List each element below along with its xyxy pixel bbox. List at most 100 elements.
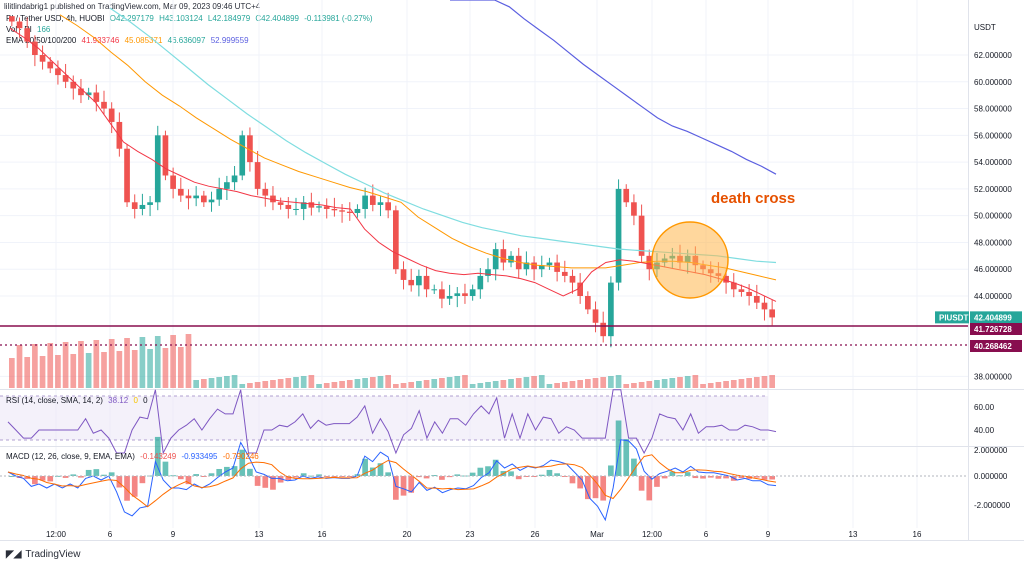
macd-histogram-bar bbox=[523, 476, 530, 477]
macd-histogram-bar bbox=[508, 471, 514, 476]
death-cross-label: death cross bbox=[711, 190, 795, 207]
macd-histogram-bar bbox=[47, 476, 54, 482]
candle-body bbox=[70, 81, 77, 89]
volume-bar bbox=[170, 335, 176, 388]
rsi-smooth-value: 0 bbox=[133, 396, 138, 405]
price-tick-label: 58.000000 bbox=[974, 105, 1012, 114]
volume-bar bbox=[9, 358, 15, 388]
time-tick-label: 23 bbox=[466, 530, 475, 539]
macd-histogram-bar bbox=[193, 474, 199, 476]
candle-body bbox=[224, 182, 230, 189]
price-tick-label: 60.000000 bbox=[974, 78, 1012, 87]
macd-histogram-bar bbox=[546, 469, 553, 476]
volume-bar bbox=[416, 381, 422, 388]
macd-histogram-bar bbox=[185, 476, 192, 485]
macd-tick-label: 0.000000 bbox=[974, 472, 1008, 481]
time-tick-label: 6 bbox=[704, 530, 709, 539]
volume-bar bbox=[654, 380, 660, 388]
rsi-label: RSI (14, close, SMA, 14, 2) bbox=[6, 396, 103, 405]
volume-label: Vol · PI bbox=[6, 25, 32, 34]
time-tick-label: 9 bbox=[171, 530, 176, 539]
macd-histogram-bar bbox=[577, 476, 583, 489]
macd-histogram-bar bbox=[646, 476, 653, 501]
time-tick-label: 6 bbox=[108, 530, 113, 539]
volume-bar bbox=[254, 382, 261, 388]
volume-bar bbox=[723, 381, 729, 388]
volume-bar bbox=[500, 380, 507, 388]
volume-bar bbox=[16, 345, 23, 388]
macd-histogram-bar bbox=[769, 476, 775, 480]
volume-bar bbox=[139, 337, 146, 388]
macd-histogram-bar bbox=[585, 476, 591, 500]
macd-histogram-bar bbox=[715, 476, 722, 479]
ema-legend[interactable]: EMA 20/50/100/200 41.933746 45.085371 46… bbox=[6, 36, 252, 45]
macd-histogram-bar bbox=[554, 473, 560, 476]
price-tick-label: 44.000000 bbox=[974, 292, 1012, 301]
time-tick-label: 16 bbox=[318, 530, 327, 539]
symbol-legend[interactable]: PI / Tether USD, 4h, HUOBI O42.297179 H4… bbox=[6, 14, 376, 23]
macd-histogram-bar bbox=[147, 475, 153, 477]
candle-body bbox=[85, 92, 92, 96]
macd-histogram-bar bbox=[270, 476, 276, 490]
volume-bar bbox=[692, 375, 699, 388]
symbol-name[interactable]: PI / Tether USD, 4h, HUOBI bbox=[6, 14, 105, 23]
death-cross-circle[interactable] bbox=[651, 221, 729, 299]
candle-body bbox=[208, 199, 215, 203]
macd-histogram-bar bbox=[62, 476, 69, 478]
candle-body bbox=[385, 202, 391, 211]
candle-body bbox=[270, 195, 276, 203]
volume-bar bbox=[116, 351, 123, 388]
last-price-label-bg[interactable] bbox=[970, 311, 1022, 324]
tradingview-footer[interactable]: ◤◢ TradingView bbox=[6, 549, 80, 560]
candle-body bbox=[9, 16, 15, 22]
candle-body bbox=[485, 269, 491, 276]
volume-bar bbox=[454, 376, 461, 388]
volume-bar bbox=[600, 377, 607, 388]
macd-histogram-bar bbox=[615, 420, 622, 476]
symbol-price-tag-bg[interactable] bbox=[935, 311, 969, 324]
level1-label-bg[interactable] bbox=[970, 323, 1022, 335]
volume-bar bbox=[124, 338, 130, 388]
candle-body bbox=[131, 202, 138, 209]
candle-body bbox=[162, 135, 169, 176]
macd-histogram-bar bbox=[408, 476, 415, 493]
ema50-value: 45.085371 bbox=[124, 36, 163, 45]
volume-bar bbox=[285, 378, 292, 388]
level2-label-bg[interactable] bbox=[970, 340, 1022, 352]
macd-histogram-bar bbox=[753, 476, 760, 478]
candle-body bbox=[446, 296, 453, 299]
rsi-legend[interactable]: RSI (14, close, SMA, 14, 2) 38.12 0 0 bbox=[6, 396, 151, 405]
candle-body bbox=[139, 204, 146, 209]
rsi-tick-label: 40.00 bbox=[974, 426, 995, 435]
candle-body bbox=[16, 21, 23, 29]
macd-histogram-bar bbox=[569, 476, 576, 484]
volume-bar bbox=[531, 376, 537, 388]
time-tick-label: 12:00 bbox=[642, 530, 663, 539]
candle-body bbox=[646, 255, 653, 270]
volume-legend[interactable]: Vol · PI 166 bbox=[6, 25, 53, 34]
candle-body bbox=[308, 202, 315, 208]
candle-body bbox=[362, 195, 368, 209]
macd-histogram-bar bbox=[124, 476, 130, 501]
volume-bar bbox=[753, 377, 760, 388]
macd-histogram-bar bbox=[362, 458, 368, 476]
macd-histogram-bar bbox=[531, 476, 537, 477]
macd-histogram-bar bbox=[439, 476, 445, 480]
volume-bar bbox=[577, 380, 583, 388]
close-value: C42.404899 bbox=[255, 14, 299, 23]
macd-legend[interactable]: MACD (12, 26, close, 9, EMA, EMA) -0.143… bbox=[6, 452, 262, 461]
volume-bar bbox=[339, 381, 345, 388]
volume-bar bbox=[147, 349, 153, 388]
macd-histogram-bar bbox=[39, 476, 46, 481]
macd-histogram-bar bbox=[485, 466, 491, 476]
macd-histogram-bar bbox=[108, 472, 115, 476]
candle-body bbox=[585, 296, 591, 310]
candle-body bbox=[254, 162, 261, 189]
volume-bar bbox=[308, 375, 315, 388]
price-tick-label: 62.000000 bbox=[974, 51, 1012, 60]
candle-body bbox=[631, 202, 637, 216]
volume-bar bbox=[393, 384, 399, 388]
volume-bar bbox=[70, 354, 77, 388]
macd-histogram-bar bbox=[654, 476, 660, 487]
